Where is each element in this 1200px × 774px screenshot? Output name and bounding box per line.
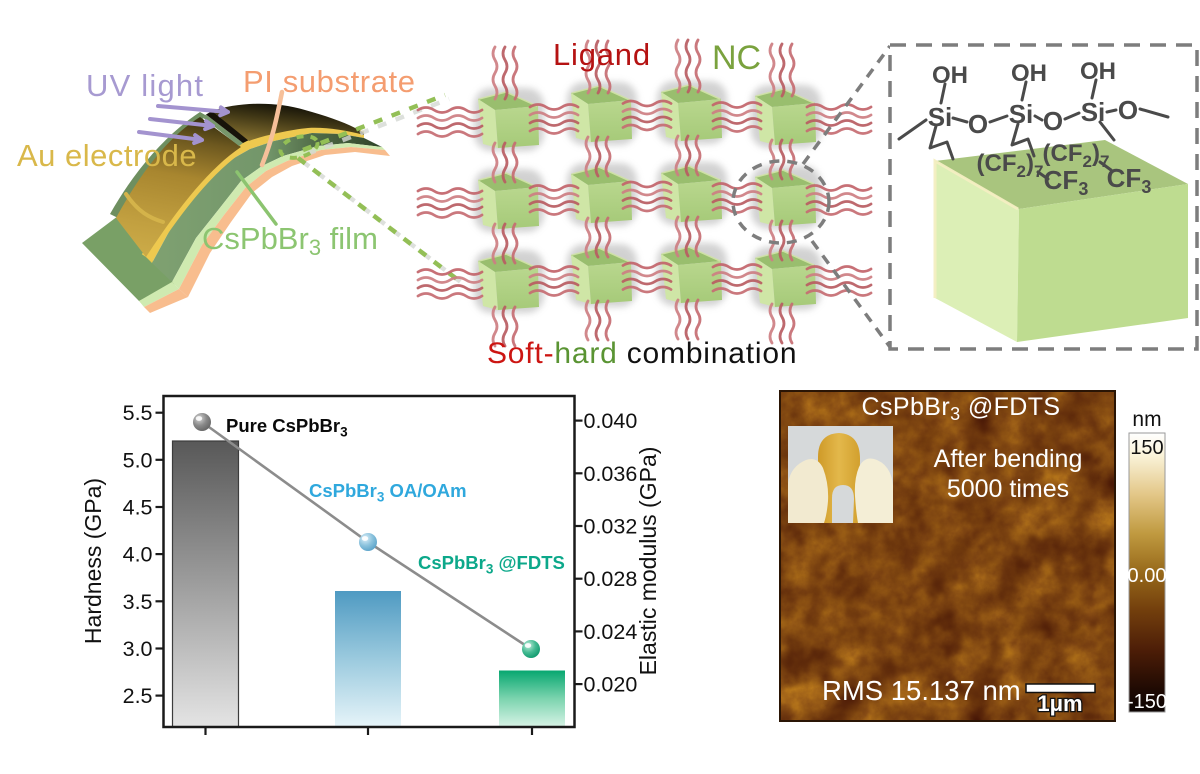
svg-text:CsPbBr3 OA/OAm: CsPbBr3 OA/OAm: [309, 480, 467, 505]
svg-text:nm: nm: [1132, 408, 1161, 431]
svg-text:1μm: 1μm: [1037, 691, 1082, 716]
svg-text:Ligand: Ligand: [553, 37, 651, 72]
svg-text:UV light: UV light: [86, 68, 204, 103]
svg-text:3.0: 3.0: [123, 637, 153, 661]
svg-text:Au electrode: Au electrode: [17, 138, 197, 173]
svg-text:4.5: 4.5: [123, 496, 153, 520]
svg-text:5.5: 5.5: [123, 401, 153, 425]
svg-text:5.0: 5.0: [123, 448, 153, 472]
svg-text:OH: OH: [1011, 60, 1047, 87]
svg-text:Pure CsPbBr3: Pure CsPbBr3: [226, 415, 348, 440]
svg-text:0.020: 0.020: [584, 673, 638, 697]
svg-text:Elastic modulus (GPa): Elastic modulus (GPa): [635, 447, 661, 676]
svg-text:0.040: 0.040: [584, 409, 638, 433]
svg-text:(CF2)7: (CF2)7: [1043, 140, 1110, 171]
svg-text:RMS 15.137 nm: RMS 15.137 nm: [822, 675, 1021, 706]
svg-text:0.024: 0.024: [584, 620, 638, 644]
svg-text:-150: -150: [1127, 691, 1167, 713]
svg-text:NC: NC: [712, 39, 761, 77]
svg-text:After bending: After bending: [934, 445, 1083, 473]
svg-text:0.032: 0.032: [584, 515, 638, 539]
svg-text:OH: OH: [932, 62, 968, 89]
svg-text:(CF2)7: (CF2)7: [977, 150, 1044, 181]
svg-text:O: O: [968, 109, 988, 139]
svg-text:3.5: 3.5: [123, 590, 153, 614]
svg-text:150: 150: [1130, 437, 1163, 459]
svg-text:O: O: [1118, 95, 1138, 125]
svg-text:O: O: [1043, 106, 1063, 136]
svg-text:Si: Si: [1009, 99, 1034, 129]
svg-text:Si: Si: [1081, 97, 1106, 127]
svg-text:4.0: 4.0: [123, 543, 153, 567]
svg-text:Soft-hard combination: Soft-hard combination: [487, 337, 797, 370]
svg-text:CsPbBr3 film: CsPbBr3 film: [202, 221, 378, 260]
svg-text:0.036: 0.036: [584, 462, 638, 486]
svg-text:0.00: 0.00: [1128, 565, 1167, 587]
svg-text:OH: OH: [1080, 58, 1116, 85]
svg-text:CsPbBr3 @FDTS: CsPbBr3 @FDTS: [862, 393, 1061, 424]
svg-text:0.028: 0.028: [584, 567, 638, 591]
svg-text:5000 times: 5000 times: [947, 475, 1069, 503]
svg-text:PI substrate: PI substrate: [243, 64, 416, 99]
svg-text:2.5: 2.5: [123, 684, 153, 708]
svg-text:Hardness (GPa): Hardness (GPa): [80, 478, 106, 644]
svg-text:Si: Si: [928, 102, 953, 132]
